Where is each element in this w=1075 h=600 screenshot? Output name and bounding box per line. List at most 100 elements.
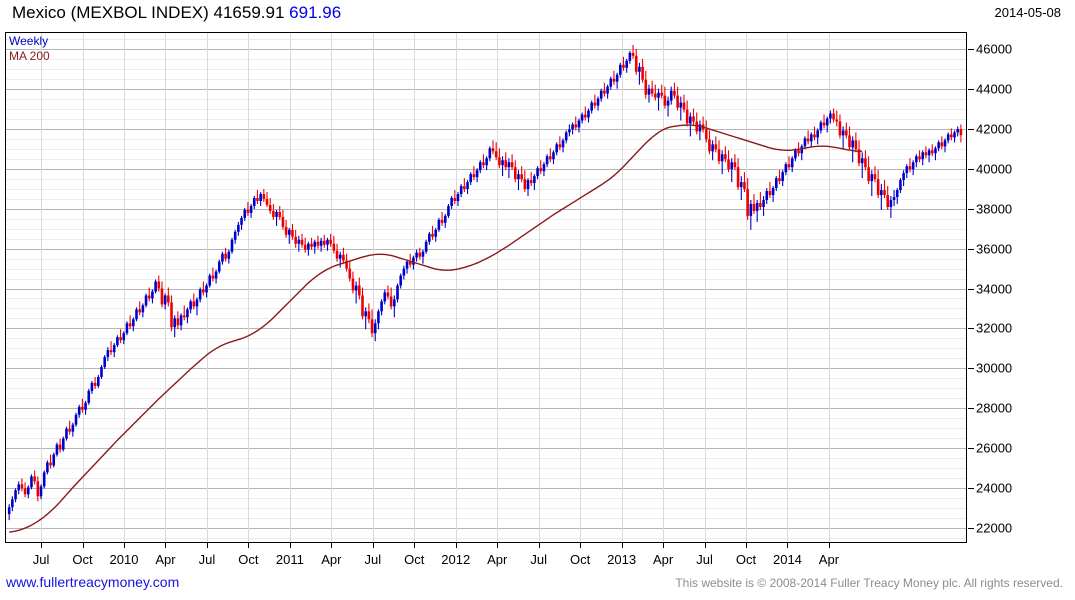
candle-body bbox=[211, 275, 215, 279]
candle-body bbox=[348, 268, 352, 279]
candle-body bbox=[943, 140, 947, 147]
candle-body bbox=[192, 301, 196, 307]
candle-body bbox=[485, 158, 488, 166]
candle-body bbox=[434, 229, 438, 237]
candle-body bbox=[733, 162, 737, 168]
candle-body bbox=[835, 119, 839, 122]
candle-body bbox=[924, 152, 928, 156]
candle-body bbox=[132, 319, 135, 327]
x-axis-tick-mark bbox=[290, 543, 291, 548]
plot-area[interactable] bbox=[5, 32, 967, 543]
candle-body bbox=[854, 140, 858, 150]
candle-body bbox=[128, 323, 132, 327]
candle-body bbox=[227, 251, 231, 259]
x-axis-tick-label: Jul bbox=[696, 552, 713, 567]
candle-body bbox=[93, 382, 97, 386]
candle-body bbox=[90, 382, 94, 391]
x-axis-tick-mark bbox=[539, 543, 540, 548]
x-axis-tick-mark bbox=[83, 543, 84, 548]
gridline-minor bbox=[6, 119, 966, 120]
candle-body bbox=[899, 180, 902, 191]
y-axis-tick-label: 44000 bbox=[976, 81, 1013, 97]
candle-body bbox=[845, 130, 848, 136]
gridline-vertical bbox=[83, 33, 84, 542]
candle-body bbox=[310, 243, 313, 247]
candle-body bbox=[558, 144, 562, 148]
candle-body bbox=[119, 337, 122, 341]
gridline-major bbox=[6, 488, 966, 489]
candle-body bbox=[673, 90, 676, 96]
gridline-minor bbox=[6, 179, 966, 180]
candle-body bbox=[619, 64, 622, 75]
candle-body bbox=[428, 233, 431, 242]
gridline-vertical bbox=[497, 33, 498, 542]
candle-body bbox=[749, 203, 753, 216]
y-axis: 22000 24000 26000 28000 30000 32000 34000 36000… bbox=[968, 32, 1068, 544]
candle-body bbox=[335, 250, 339, 259]
candle-body bbox=[42, 472, 46, 487]
candle-body bbox=[30, 476, 33, 488]
candle-body bbox=[49, 462, 52, 466]
candle-body bbox=[606, 86, 609, 94]
y-axis-tick-mark bbox=[968, 368, 974, 369]
y-axis-tick-label: 36000 bbox=[976, 241, 1013, 257]
candle-body bbox=[857, 149, 861, 164]
gridline-minor bbox=[6, 298, 966, 299]
candle-body bbox=[615, 74, 619, 82]
price-series bbox=[7, 44, 963, 533]
candle-body bbox=[689, 116, 692, 124]
gridline-vertical bbox=[414, 33, 415, 542]
x-axis-tick-label: 2012 bbox=[441, 552, 471, 567]
x-axis-tick-mark bbox=[124, 543, 125, 548]
candle-body bbox=[692, 116, 695, 122]
candle-body bbox=[361, 295, 364, 317]
candle-body bbox=[921, 152, 925, 160]
candle-body bbox=[358, 285, 361, 296]
candle-body bbox=[68, 428, 71, 432]
gridline-minor bbox=[6, 59, 966, 60]
x-axis-tick-mark bbox=[165, 543, 166, 548]
x-axis-tick-label: Oct bbox=[72, 552, 93, 567]
candle-body bbox=[33, 476, 36, 482]
x-axis: Jul Oct 2010 Apr Jul Oct 2011 Apr Jul Oct 2012 Apr J… bbox=[5, 543, 967, 571]
candle-body bbox=[459, 186, 463, 195]
y-axis-tick-label: 42000 bbox=[976, 121, 1013, 137]
gridline-minor bbox=[6, 498, 966, 499]
candle-body bbox=[647, 88, 651, 95]
candle-body bbox=[74, 414, 78, 425]
y-axis-tick-label: 28000 bbox=[976, 400, 1013, 416]
candle-body bbox=[214, 271, 218, 279]
y-axis-tick-mark bbox=[968, 129, 974, 130]
candle-body bbox=[895, 190, 899, 198]
candle-body bbox=[867, 167, 870, 182]
candle-body bbox=[303, 244, 307, 250]
candle-body bbox=[876, 179, 880, 196]
candle-body bbox=[125, 323, 129, 334]
candle-body bbox=[717, 149, 721, 162]
candle-body bbox=[138, 309, 141, 313]
candle-body bbox=[507, 162, 511, 168]
candle-body bbox=[704, 129, 708, 140]
candle-body bbox=[864, 158, 867, 168]
candle-body bbox=[590, 102, 593, 111]
candle-body bbox=[574, 124, 578, 128]
candle-body bbox=[418, 252, 422, 257]
candle-body bbox=[790, 158, 794, 168]
x-axis-tick-mark bbox=[705, 543, 706, 548]
candle-body bbox=[548, 156, 552, 160]
candle-body bbox=[23, 488, 27, 495]
y-axis-tick-mark bbox=[968, 209, 974, 210]
candle-body bbox=[100, 367, 103, 377]
candle-body bbox=[221, 253, 224, 262]
candle-body bbox=[927, 150, 931, 156]
candle-body bbox=[323, 240, 326, 245]
candle-body bbox=[625, 60, 628, 68]
x-axis-tick-mark bbox=[497, 543, 498, 548]
gridline-minor bbox=[6, 538, 966, 539]
candle-body bbox=[26, 487, 30, 495]
candle-body bbox=[504, 160, 508, 168]
candle-body bbox=[443, 215, 447, 223]
candle-body bbox=[905, 166, 909, 174]
site-url[interactable]: www.fullertreacymoney.com bbox=[6, 574, 180, 590]
candle-body bbox=[666, 100, 670, 106]
